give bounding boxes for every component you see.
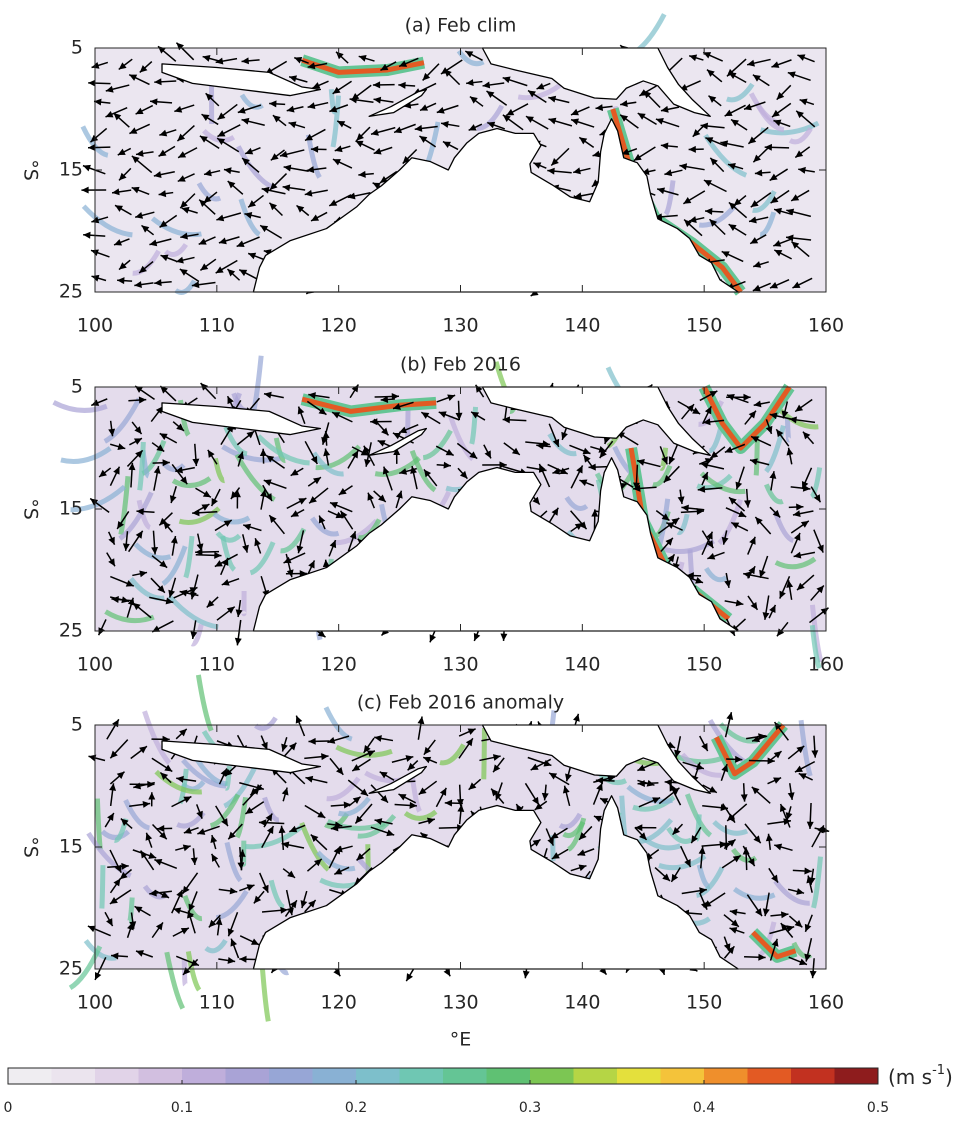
map-panel xyxy=(81,14,826,296)
panel-title: (a) Feb clim xyxy=(405,15,517,37)
colorbar-tick-label: 0.2 xyxy=(345,1100,367,1116)
colorbar-swatch xyxy=(791,1068,835,1084)
y-tick-label: 25 xyxy=(59,958,83,980)
colorbar-swatch xyxy=(356,1068,400,1084)
y-tick-label: 5 xyxy=(71,714,83,736)
colorbar-unit: (m s-1) xyxy=(888,1063,953,1089)
quiver-head xyxy=(88,80,95,87)
colorbar-swatch xyxy=(182,1068,226,1084)
x-tick-label: 120 xyxy=(321,315,357,337)
colorbar-swatch xyxy=(226,1068,270,1084)
colorbar-swatch xyxy=(748,1068,792,1084)
colorbar-swatch xyxy=(8,1068,52,1084)
x-tick-label: 110 xyxy=(199,315,235,337)
x-tick-label: 150 xyxy=(686,654,722,676)
colorbar-swatch xyxy=(574,1068,618,1084)
y-tick-label: 25 xyxy=(59,620,83,642)
quiver-head xyxy=(500,634,507,641)
map-panel xyxy=(70,675,829,1021)
x-tick-label: 110 xyxy=(199,992,235,1014)
y-tick-label: 25 xyxy=(59,281,83,303)
y-tick-label: 15 xyxy=(59,836,83,858)
colorbar-swatch xyxy=(313,1068,357,1084)
colorbar-swatch xyxy=(487,1068,531,1084)
x-tick-label: 140 xyxy=(564,992,600,1014)
x-tick-label: 120 xyxy=(321,992,357,1014)
x-tick-label: 160 xyxy=(808,654,844,676)
x-tick-label: 100 xyxy=(77,992,113,1014)
quiver-head xyxy=(810,971,817,978)
quiver-head xyxy=(235,638,242,646)
colorbar-tick-label: 0.5 xyxy=(867,1100,889,1116)
speed-streak xyxy=(198,675,211,731)
colorbar-swatch xyxy=(661,1068,705,1084)
colorbar-swatch xyxy=(269,1068,313,1084)
quiver-head xyxy=(726,712,733,720)
colorbar-tick-label: 0.1 xyxy=(171,1100,193,1116)
x-tick-label: 100 xyxy=(77,315,113,337)
y-tick-label: 15 xyxy=(59,159,83,181)
speed-streak xyxy=(697,814,700,839)
x-tick-label: 120 xyxy=(321,654,357,676)
x-tick-label: 150 xyxy=(686,992,722,1014)
colorbar-tick-label: 0.4 xyxy=(693,1100,715,1116)
y-axis-label: °S xyxy=(20,836,42,858)
speed-streak xyxy=(97,799,100,850)
x-axis-label: °E xyxy=(450,1029,472,1051)
x-tick-label: 130 xyxy=(442,992,478,1014)
quiver-head xyxy=(81,187,88,194)
x-tick-label: 150 xyxy=(686,315,722,337)
quiver-head xyxy=(523,971,530,979)
colorbar-swatch xyxy=(617,1068,661,1084)
colorbar-swatch xyxy=(95,1068,139,1084)
unit-base: (m s xyxy=(888,1065,932,1089)
colorbar-swatch xyxy=(835,1068,879,1084)
y-tick-label: 5 xyxy=(71,37,83,59)
speed-streak xyxy=(262,962,268,1022)
x-tick-label: 100 xyxy=(77,654,113,676)
x-tick-label: 140 xyxy=(564,654,600,676)
x-tick-label: 130 xyxy=(442,654,478,676)
x-tick-label: 130 xyxy=(442,315,478,337)
colorbar-swatch xyxy=(400,1068,444,1084)
x-tick-label: 110 xyxy=(199,654,235,676)
x-tick-label: 140 xyxy=(564,315,600,337)
quiver-head xyxy=(418,717,425,725)
colorbar-tick-label: 0 xyxy=(4,1100,13,1116)
colorbar-swatch xyxy=(530,1068,574,1084)
x-tick-label: 160 xyxy=(808,992,844,1014)
y-tick-label: 15 xyxy=(59,498,83,520)
colorbar-swatch xyxy=(704,1068,748,1084)
colorbar-swatch xyxy=(139,1068,183,1084)
speed-streak xyxy=(102,865,103,908)
unit-exponent: -1 xyxy=(932,1063,945,1078)
y-axis-label: °S xyxy=(20,498,42,520)
map-panel xyxy=(54,356,829,669)
speed-streak xyxy=(756,440,757,475)
y-tick-label: 5 xyxy=(71,376,83,398)
colorbar-tick-label: 0.3 xyxy=(519,1100,541,1116)
unit-close: ) xyxy=(945,1065,953,1089)
x-tick-label: 160 xyxy=(808,315,844,337)
speed-streak xyxy=(484,728,485,779)
quiver-head xyxy=(83,232,90,239)
panel-title: (b) Feb 2016 xyxy=(400,354,521,376)
panel-title: (c) Feb 2016 anomaly xyxy=(357,692,564,714)
colorbar-swatch xyxy=(443,1068,487,1084)
colorbar-swatch xyxy=(52,1068,96,1084)
y-axis-label: °S xyxy=(20,159,42,181)
